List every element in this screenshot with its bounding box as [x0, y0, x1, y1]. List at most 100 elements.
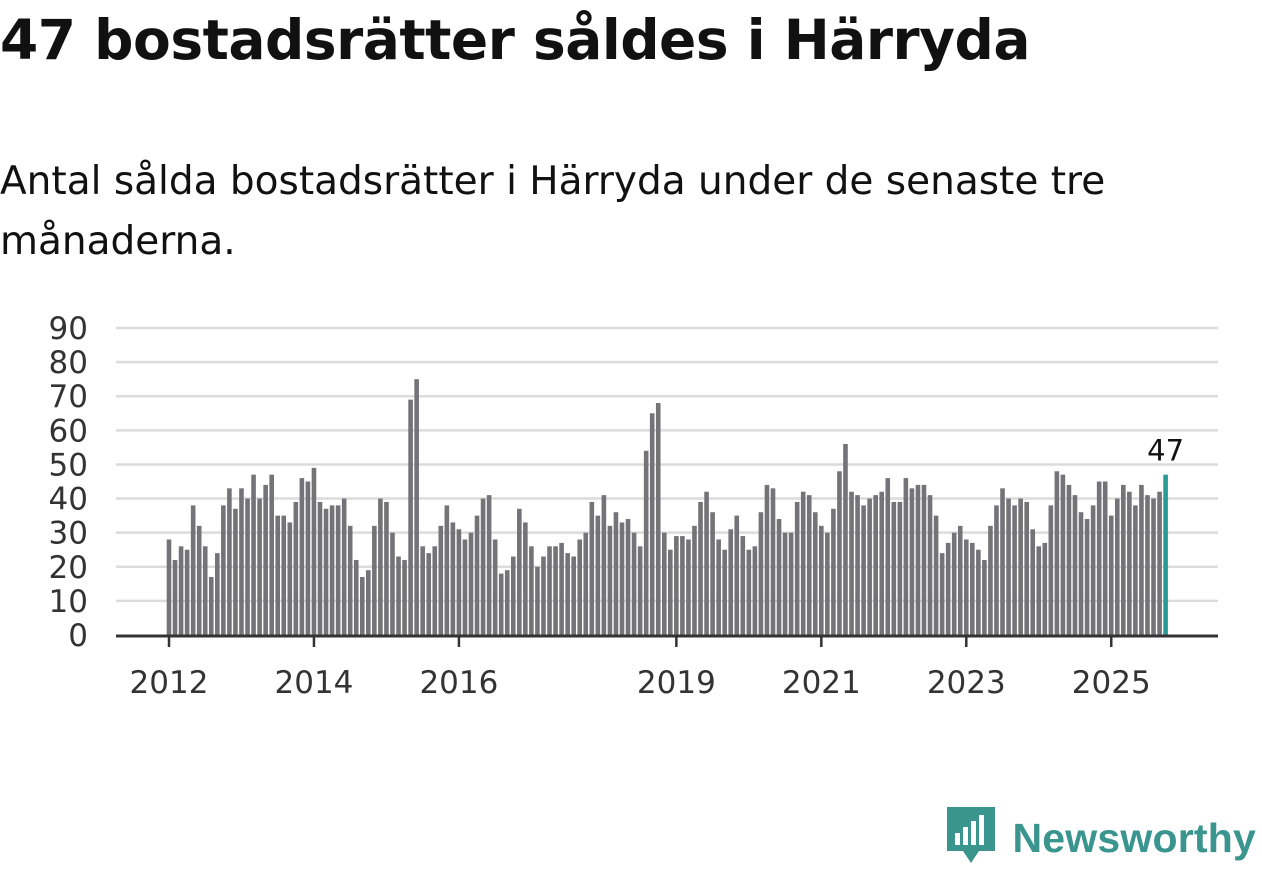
bar	[432, 546, 438, 635]
bar	[746, 549, 752, 635]
bar	[257, 498, 262, 635]
bar	[1066, 484, 1072, 635]
newsworthy-brand: Newsworthy	[946, 807, 1257, 869]
bar	[311, 467, 317, 635]
bar	[1000, 488, 1005, 635]
y-tick-label: 20	[49, 550, 88, 586]
bar	[1042, 542, 1048, 635]
x-tick-label: 2025	[1072, 665, 1151, 701]
bar	[970, 542, 975, 635]
bar	[873, 495, 878, 635]
bar	[607, 525, 613, 635]
bar	[347, 525, 353, 635]
bar	[426, 553, 432, 635]
bar	[1078, 512, 1084, 635]
bar	[565, 553, 570, 635]
bar	[655, 403, 661, 635]
bar	[172, 559, 178, 635]
bar	[752, 546, 758, 635]
bar	[1024, 501, 1029, 635]
bar	[704, 491, 709, 635]
y-tick-label: 70	[49, 379, 88, 415]
bar	[287, 522, 293, 635]
bar-latest	[1163, 474, 1168, 635]
y-tick-label: 40	[49, 482, 88, 518]
bar	[831, 508, 836, 635]
bar	[661, 532, 667, 635]
bar	[1084, 519, 1090, 635]
bar	[462, 539, 468, 635]
bar	[1096, 481, 1102, 635]
bar	[517, 508, 522, 635]
bar	[456, 529, 462, 635]
bar	[504, 570, 510, 635]
bar	[782, 532, 788, 635]
bar	[378, 498, 383, 635]
bar	[227, 488, 232, 635]
bar	[613, 512, 619, 635]
bar	[674, 536, 679, 635]
bar	[178, 546, 184, 635]
chart-subtitle: Antal sålda bostadsrätter i Härryda unde…	[0, 159, 1106, 264]
bar	[577, 539, 583, 635]
bar	[1102, 481, 1108, 635]
bar	[1145, 495, 1150, 635]
bar	[583, 532, 589, 635]
bar	[480, 498, 486, 635]
bar	[196, 525, 202, 635]
bar	[353, 559, 359, 635]
bar	[861, 505, 866, 635]
x-tick-label: 2021	[782, 665, 861, 701]
bar	[208, 577, 214, 635]
bar	[547, 546, 552, 635]
bar	[190, 505, 196, 635]
bar	[468, 532, 474, 635]
bar	[601, 495, 607, 635]
bar	[202, 546, 208, 635]
bar	[740, 536, 746, 635]
bar	[764, 484, 770, 635]
bar	[486, 495, 492, 635]
bar	[529, 546, 534, 635]
bar	[366, 570, 371, 635]
bar	[812, 512, 818, 635]
bar	[692, 525, 697, 635]
bar	[976, 549, 981, 635]
bar	[215, 553, 220, 635]
bar	[1060, 474, 1066, 635]
bar	[951, 532, 957, 635]
bar	[770, 488, 776, 635]
bar	[1151, 498, 1156, 635]
bar	[390, 532, 395, 635]
bar	[794, 501, 800, 635]
bar	[921, 484, 927, 635]
bar	[1139, 484, 1144, 635]
bar	[589, 501, 595, 635]
bar	[1030, 529, 1036, 635]
bar	[631, 532, 637, 635]
bar	[939, 553, 945, 635]
y-tick-label: 90	[49, 311, 88, 347]
bar	[982, 559, 987, 635]
bar	[281, 515, 287, 635]
bar	[263, 484, 268, 635]
bar	[317, 501, 323, 635]
x-tick-label: 2019	[637, 665, 716, 701]
bar	[800, 491, 806, 635]
bar	[372, 525, 377, 635]
bar	[1127, 491, 1132, 635]
bar	[885, 478, 891, 635]
bar	[1012, 505, 1017, 635]
bar	[945, 542, 951, 635]
bar	[396, 556, 401, 635]
bar	[788, 532, 794, 635]
bar	[438, 525, 444, 635]
bar	[837, 471, 842, 635]
bar	[269, 474, 274, 635]
bar	[933, 515, 939, 635]
bar	[492, 539, 498, 635]
bar	[239, 488, 244, 635]
y-tick-label: 80	[49, 345, 88, 381]
bar	[619, 522, 625, 635]
bar	[1121, 484, 1126, 635]
